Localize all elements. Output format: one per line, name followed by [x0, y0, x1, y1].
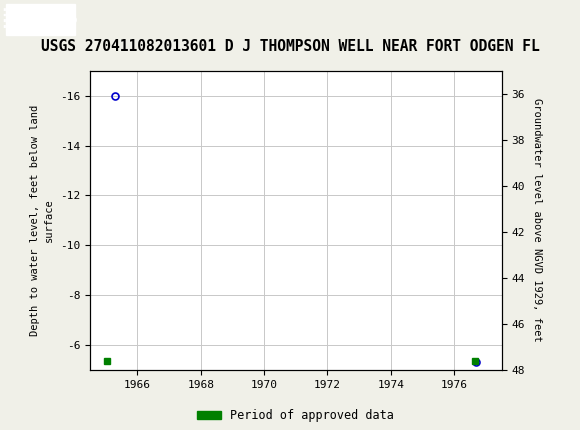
Text: USGS 270411082013601 D J THOMPSON WELL NEAR FORT ODGEN FL: USGS 270411082013601 D J THOMPSON WELL N…	[41, 39, 539, 54]
Legend: Period of approved data: Period of approved data	[193, 404, 399, 427]
Y-axis label: Depth to water level, feet below land
surface: Depth to water level, feet below land su…	[30, 105, 55, 336]
FancyBboxPatch shape	[6, 4, 75, 35]
Y-axis label: Groundwater level above NGVD 1929, feet: Groundwater level above NGVD 1929, feet	[532, 98, 542, 342]
Text: ▒: ▒	[3, 8, 20, 31]
Text: ▒USGS: ▒USGS	[9, 10, 78, 28]
